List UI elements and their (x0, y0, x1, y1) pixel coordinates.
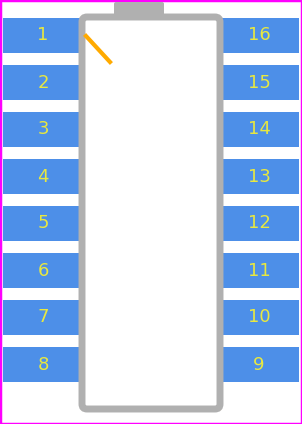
Bar (3, 300, 83, 335)
Bar (83, 18, 219, 408)
Text: 7: 7 (37, 309, 49, 326)
Text: 4: 4 (37, 167, 49, 186)
Text: 14: 14 (248, 120, 270, 139)
Bar (3, 206, 83, 241)
Bar (219, 253, 299, 288)
Text: 2: 2 (37, 73, 49, 92)
Text: 11: 11 (248, 262, 270, 279)
Bar (3, 112, 83, 147)
Bar (3, 347, 83, 382)
FancyBboxPatch shape (82, 17, 220, 409)
Text: 5: 5 (37, 215, 49, 232)
Text: 16: 16 (248, 26, 270, 45)
Bar (3, 65, 83, 100)
Bar (219, 112, 299, 147)
Text: 9: 9 (253, 355, 265, 374)
Text: 13: 13 (248, 167, 270, 186)
Bar (219, 159, 299, 194)
Bar (3, 253, 83, 288)
FancyBboxPatch shape (114, 2, 164, 18)
Bar (3, 159, 83, 194)
Bar (3, 18, 83, 53)
Text: 12: 12 (248, 215, 270, 232)
Text: 10: 10 (248, 309, 270, 326)
Bar (219, 347, 299, 382)
Text: 6: 6 (37, 262, 49, 279)
Bar (219, 18, 299, 53)
Bar (219, 206, 299, 241)
Text: 8: 8 (37, 355, 49, 374)
Text: 15: 15 (248, 73, 270, 92)
Text: 3: 3 (37, 120, 49, 139)
Text: 1: 1 (37, 26, 49, 45)
Bar (219, 65, 299, 100)
Bar (219, 300, 299, 335)
